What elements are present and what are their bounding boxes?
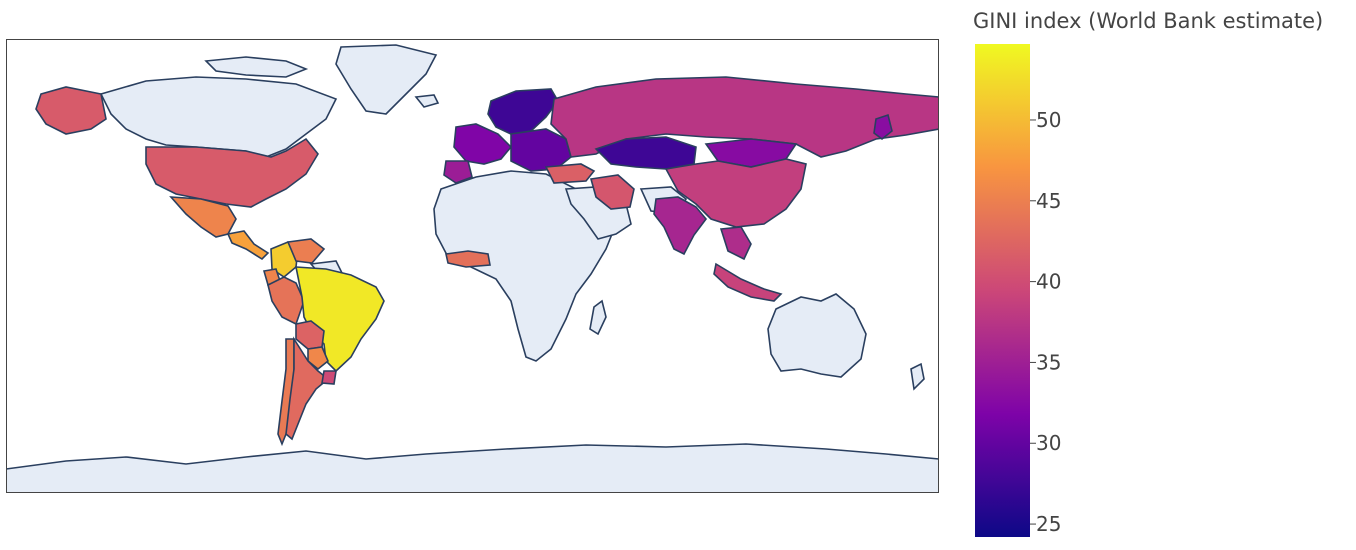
region-turkey: [544, 163, 596, 184]
region-central-america: [226, 230, 270, 261]
region-eastern-europe: [510, 128, 572, 172]
colorbar-tick-label: 40: [1036, 270, 1061, 294]
land-new-zealand: [910, 362, 925, 391]
map-frame: [6, 39, 939, 493]
colorbar: GINI index (World Bank estimate) 25 30 35 4…: [973, 9, 1323, 537]
colorbar-ticks: 25 30 35 40 45 50: [1030, 108, 1061, 536]
region-china: [664, 158, 807, 228]
region-united-states: [145, 137, 319, 208]
region-west-africa: [445, 250, 491, 268]
region-peru: [267, 276, 305, 326]
colorbar-tick-label: 25: [1036, 512, 1061, 536]
land-iceland: [414, 94, 440, 108]
colorbar-title: GINI index (World Bank estimate): [973, 9, 1323, 33]
region-paraguay: [307, 346, 329, 371]
region-indonesia: [713, 262, 783, 302]
region-southeast-asia: [719, 226, 752, 261]
colorbar-tick-label: 30: [1036, 431, 1061, 455]
colorbar-tick-label: 50: [1036, 108, 1061, 132]
colorbar-tick-label: 35: [1036, 350, 1061, 374]
region-iberia: [443, 160, 473, 184]
region-argentina: [285, 336, 330, 441]
land-madagascar: [589, 299, 607, 336]
region-alaska: [35, 86, 107, 135]
land-antarctica: [6, 443, 939, 493]
land-arctic-islands: [204, 56, 309, 78]
region-russia: [550, 76, 939, 158]
no-data-land: [6, 44, 939, 493]
region-western-europe: [453, 123, 513, 165]
region-uruguay: [321, 370, 337, 385]
region-venezuela: [286, 238, 326, 264]
region-scandinavia: [487, 88, 559, 135]
world-choropleth-map: [6, 39, 939, 493]
land-australia: [767, 293, 867, 378]
colorbar-tick-label: 45: [1036, 189, 1061, 213]
region-japan: [873, 113, 893, 141]
land-canada: [99, 76, 338, 158]
region-india: [653, 196, 708, 256]
region-iran: [589, 174, 635, 210]
colorbar-gradient: [975, 44, 1030, 537]
land-greenland: [335, 44, 438, 115]
